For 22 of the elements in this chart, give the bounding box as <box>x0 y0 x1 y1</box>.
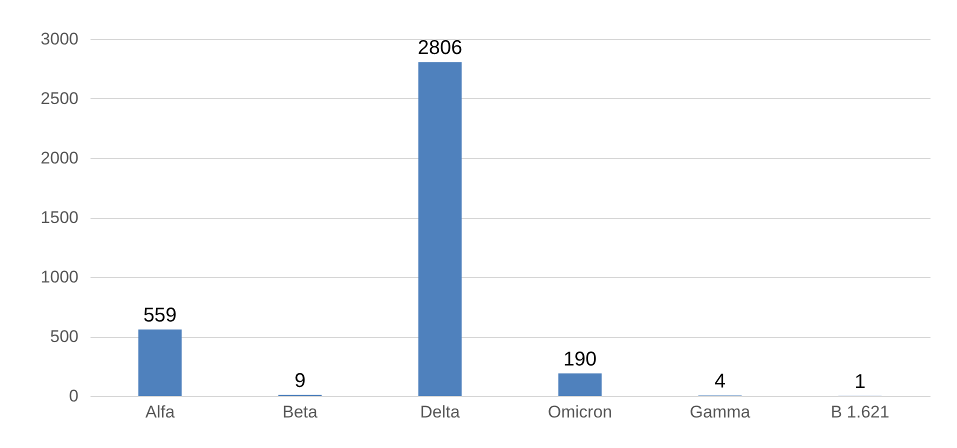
y-tick-label: 1500 <box>40 208 78 227</box>
x-tick-label: Omicron <box>548 402 612 422</box>
x-tick-label: Alfa <box>145 402 176 422</box>
x-tick-label: B 1.621 <box>830 402 890 422</box>
y-tick-label: 2500 <box>40 89 78 108</box>
x-tick-label: Delta <box>420 402 460 422</box>
y-tick-label: 3000 <box>40 30 78 48</box>
data-label: 9 <box>294 370 306 392</box>
data-label: 2806 <box>418 37 462 60</box>
data-label: 559 <box>143 304 177 326</box>
data-label: 1 <box>854 370 866 393</box>
bar <box>558 373 602 396</box>
x-tick-label: Beta <box>282 402 318 422</box>
y-tick-label: 1000 <box>40 268 78 286</box>
x-tick-label: Gamma <box>690 402 751 422</box>
y-tick-label: 0 <box>69 386 78 406</box>
y-tick-label: 2000 <box>40 148 78 168</box>
data-label: 190 <box>563 348 597 370</box>
bar <box>138 329 182 396</box>
bar <box>418 62 462 396</box>
y-tick-label: 500 <box>50 327 78 346</box>
data-label: 4 <box>714 370 726 393</box>
